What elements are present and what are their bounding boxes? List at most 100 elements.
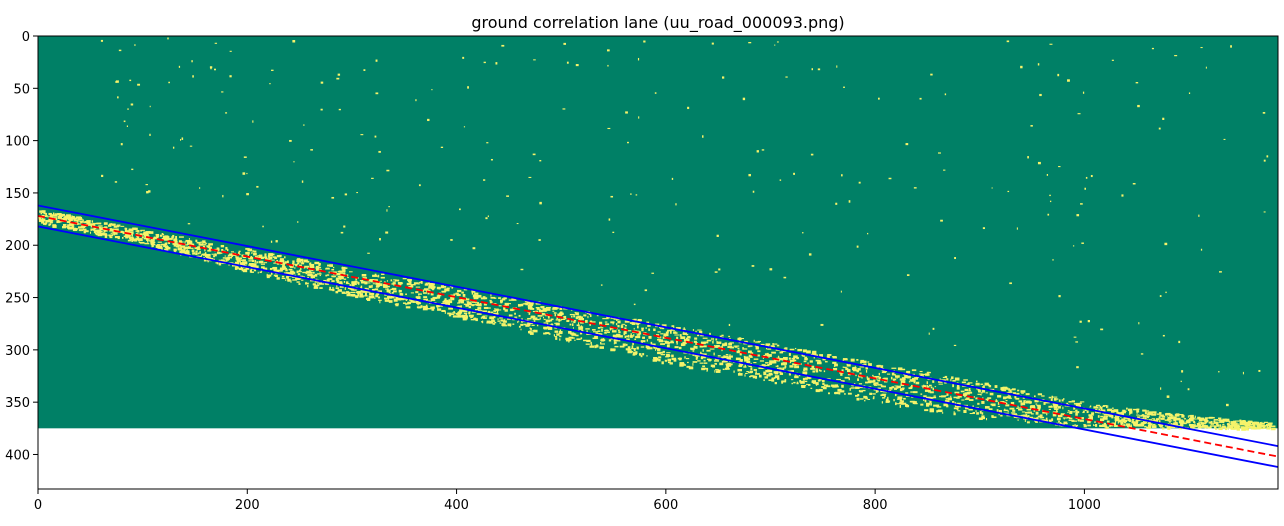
speckle bbox=[131, 234, 133, 237]
speckle bbox=[236, 256, 239, 260]
speckle bbox=[752, 190, 755, 193]
speckle bbox=[383, 285, 388, 288]
speckle bbox=[143, 237, 147, 240]
speckle bbox=[430, 298, 434, 300]
speckle bbox=[646, 321, 650, 324]
speckle bbox=[973, 396, 975, 398]
speckle bbox=[346, 283, 350, 285]
speckle bbox=[1228, 423, 1231, 425]
speckle bbox=[136, 230, 140, 233]
speckle bbox=[1175, 417, 1181, 421]
speckle bbox=[299, 275, 304, 278]
speckle bbox=[842, 366, 845, 368]
speckle bbox=[533, 59, 536, 61]
speckle bbox=[412, 283, 416, 286]
speckle bbox=[1056, 410, 1059, 412]
series-line-2 bbox=[38, 225, 1278, 468]
speckle bbox=[178, 65, 181, 68]
speckle bbox=[952, 384, 955, 388]
speckle bbox=[550, 323, 553, 326]
speckle bbox=[899, 378, 905, 381]
speckle bbox=[49, 216, 53, 219]
speckle bbox=[280, 269, 283, 272]
speckle bbox=[1016, 392, 1020, 395]
speckle bbox=[1035, 403, 1038, 405]
speckle bbox=[56, 220, 61, 223]
speckle bbox=[173, 243, 176, 246]
speckle bbox=[1100, 418, 1105, 422]
speckle bbox=[259, 271, 262, 274]
speckle bbox=[1167, 427, 1171, 430]
speckle bbox=[355, 278, 357, 281]
speckle bbox=[802, 349, 807, 353]
speckle bbox=[67, 215, 71, 219]
speckle bbox=[285, 279, 287, 281]
speckle bbox=[247, 254, 249, 257]
speckle bbox=[880, 365, 884, 367]
speckle bbox=[240, 265, 243, 269]
speckle bbox=[797, 348, 803, 352]
speckle bbox=[553, 312, 557, 314]
speckle bbox=[168, 238, 173, 240]
speckle bbox=[58, 215, 63, 219]
speckle bbox=[703, 359, 706, 362]
speckle bbox=[695, 342, 698, 346]
speckle bbox=[1174, 415, 1180, 417]
speckle bbox=[1259, 424, 1265, 428]
speckle bbox=[920, 373, 926, 375]
speckle bbox=[1135, 420, 1139, 424]
speckle bbox=[729, 342, 734, 344]
speckle bbox=[543, 318, 546, 320]
speckle bbox=[1131, 421, 1136, 424]
speckle bbox=[609, 327, 612, 331]
speckle bbox=[331, 280, 335, 283]
speckle bbox=[977, 388, 980, 391]
speckle bbox=[878, 376, 882, 380]
speckle bbox=[355, 295, 359, 299]
speckle bbox=[1239, 421, 1243, 424]
speckle bbox=[1033, 395, 1036, 398]
speckle bbox=[272, 256, 277, 258]
speckle bbox=[716, 370, 721, 373]
speckle bbox=[532, 310, 536, 313]
speckle bbox=[1225, 418, 1230, 420]
speckle bbox=[783, 276, 787, 279]
speckle bbox=[1105, 405, 1108, 409]
speckle bbox=[585, 343, 590, 345]
speckle bbox=[1192, 424, 1196, 426]
speckle bbox=[1090, 174, 1093, 178]
speckle bbox=[356, 192, 358, 194]
x-tick-label: 800 bbox=[863, 498, 888, 513]
speckle bbox=[657, 331, 661, 333]
speckle bbox=[573, 319, 577, 322]
speckle bbox=[276, 277, 280, 280]
speckle bbox=[243, 156, 247, 158]
speckle bbox=[223, 260, 228, 262]
speckle bbox=[281, 275, 285, 278]
speckle bbox=[1246, 426, 1252, 429]
speckle bbox=[413, 282, 419, 285]
speckle bbox=[1037, 161, 1041, 165]
speckle bbox=[195, 252, 198, 256]
speckle bbox=[258, 254, 263, 258]
speckle bbox=[196, 247, 201, 251]
speckle bbox=[680, 336, 686, 340]
speckle bbox=[352, 289, 357, 291]
speckle bbox=[407, 278, 412, 282]
speckle bbox=[293, 161, 295, 163]
speckle bbox=[199, 187, 201, 189]
speckle bbox=[912, 401, 917, 405]
speckle bbox=[1132, 183, 1136, 185]
speckle bbox=[576, 338, 581, 341]
speckle bbox=[773, 359, 777, 362]
speckle bbox=[721, 345, 723, 348]
speckle bbox=[733, 345, 738, 347]
speckle bbox=[1152, 420, 1157, 422]
speckle bbox=[469, 317, 472, 319]
speckle bbox=[527, 304, 533, 308]
speckle bbox=[676, 336, 679, 340]
speckle bbox=[827, 392, 830, 395]
speckle bbox=[481, 320, 484, 324]
speckle bbox=[861, 376, 863, 379]
speckle bbox=[234, 267, 238, 270]
